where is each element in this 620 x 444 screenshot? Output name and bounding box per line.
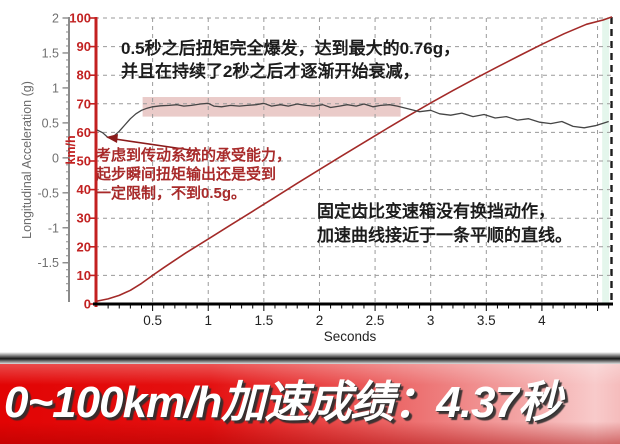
note-line: 固定齿比变速箱没有换挡动作， [317, 202, 555, 221]
x-axis-seconds: 0.5 1 1.5 2 2.5 3 3.5 4 Seconds [93, 302, 613, 344]
annotation-arrow [106, 134, 198, 152]
left-axis-acceleration: 2 1.5 1 0.5 0 -0.5 -1 -1.5 Longitudinal Accelera… [20, 12, 70, 302]
speed-axis-title: km/h [64, 135, 78, 164]
svg-text:10: 10 [77, 268, 91, 283]
svg-text:1: 1 [204, 313, 212, 328]
svg-text:0: 0 [84, 297, 91, 312]
svg-text:3.5: 3.5 [477, 313, 496, 328]
svg-text:70: 70 [77, 96, 91, 111]
svg-text:1.5: 1.5 [42, 46, 59, 60]
acceleration-chart: 2 1.5 1 0.5 0 -0.5 -1 -1.5 Longitudinal Accelera… [20, 11, 613, 344]
svg-text:1.5: 1.5 [254, 313, 273, 328]
note-line: 并且在持续了2秒之后才逐渐开始衰减， [121, 62, 420, 81]
acceleration-result-text: 0~100km/h加速成绩：4.37秒 [4, 378, 562, 427]
svg-text:-1.5: -1.5 [37, 256, 59, 270]
x-axis-title: Seconds [324, 329, 377, 344]
note-line: 起步瞬间扭矩输出还是受到 [96, 166, 277, 183]
series-speed-kmh [96, 16, 613, 302]
svg-text:2.5: 2.5 [366, 313, 385, 328]
svg-text:60: 60 [77, 125, 91, 140]
svg-text:4: 4 [538, 313, 546, 328]
note-line: 考虑到传动系统的承受能力， [96, 147, 292, 164]
svg-text:20: 20 [77, 239, 91, 254]
torque-plateau-highlight [142, 97, 401, 117]
result-banner: 0~100km/h加速成绩：4.37秒 [0, 352, 620, 444]
svg-text:0.5: 0.5 [143, 313, 162, 328]
svg-text:-1: -1 [48, 221, 59, 235]
chart-canvas: 2 1.5 1 0.5 0 -0.5 -1 -1.5 Longitudinal Accelera… [20, 11, 613, 344]
note-line: 0.5秒之后扭矩完全爆发，达到最大的0.76g， [121, 39, 461, 58]
note-line: 加速曲线接近于一条平顺的直线。 [317, 226, 572, 245]
torque-peak-note: 0.5秒之后扭矩完全爆发，达到最大的0.76g， 并且在持续了2秒之后才逐渐开始… [121, 37, 460, 83]
banner-background: 0~100km/h加速成绩：4.37秒 [0, 364, 620, 444]
launch-torque-note: 考虑到传动系统的承受能力， 起步瞬间扭矩输出还是受到 一定限制，不到0.5g。 [96, 146, 291, 203]
svg-text:2: 2 [316, 313, 324, 328]
left-axis-title: Longitudinal Acceleration (g) [20, 81, 34, 239]
note-line: 一定限制，不到0.5g。 [96, 185, 247, 202]
svg-text:3: 3 [427, 313, 435, 328]
svg-text:0.5: 0.5 [42, 116, 59, 130]
svg-text:80: 80 [77, 68, 91, 83]
svg-text:30: 30 [77, 211, 91, 226]
svg-text:90: 90 [77, 39, 91, 54]
svg-text:0: 0 [52, 151, 59, 165]
svg-text:50: 50 [77, 154, 91, 169]
banner-top-strip [0, 352, 620, 364]
series-longitudinal-acceleration-g [96, 102, 609, 139]
gearbox-note: 固定齿比变速箱没有换挡动作， 加速曲线接近于一条平顺的直线。 [317, 200, 572, 248]
svg-text:2: 2 [52, 12, 59, 26]
svg-text:-0.5: -0.5 [37, 186, 59, 200]
svg-text:100: 100 [69, 11, 91, 26]
svg-text:40: 40 [77, 182, 91, 197]
end-of-run-marker [602, 17, 613, 304]
gridlines [95, 17, 612, 304]
svg-text:1: 1 [52, 81, 59, 95]
